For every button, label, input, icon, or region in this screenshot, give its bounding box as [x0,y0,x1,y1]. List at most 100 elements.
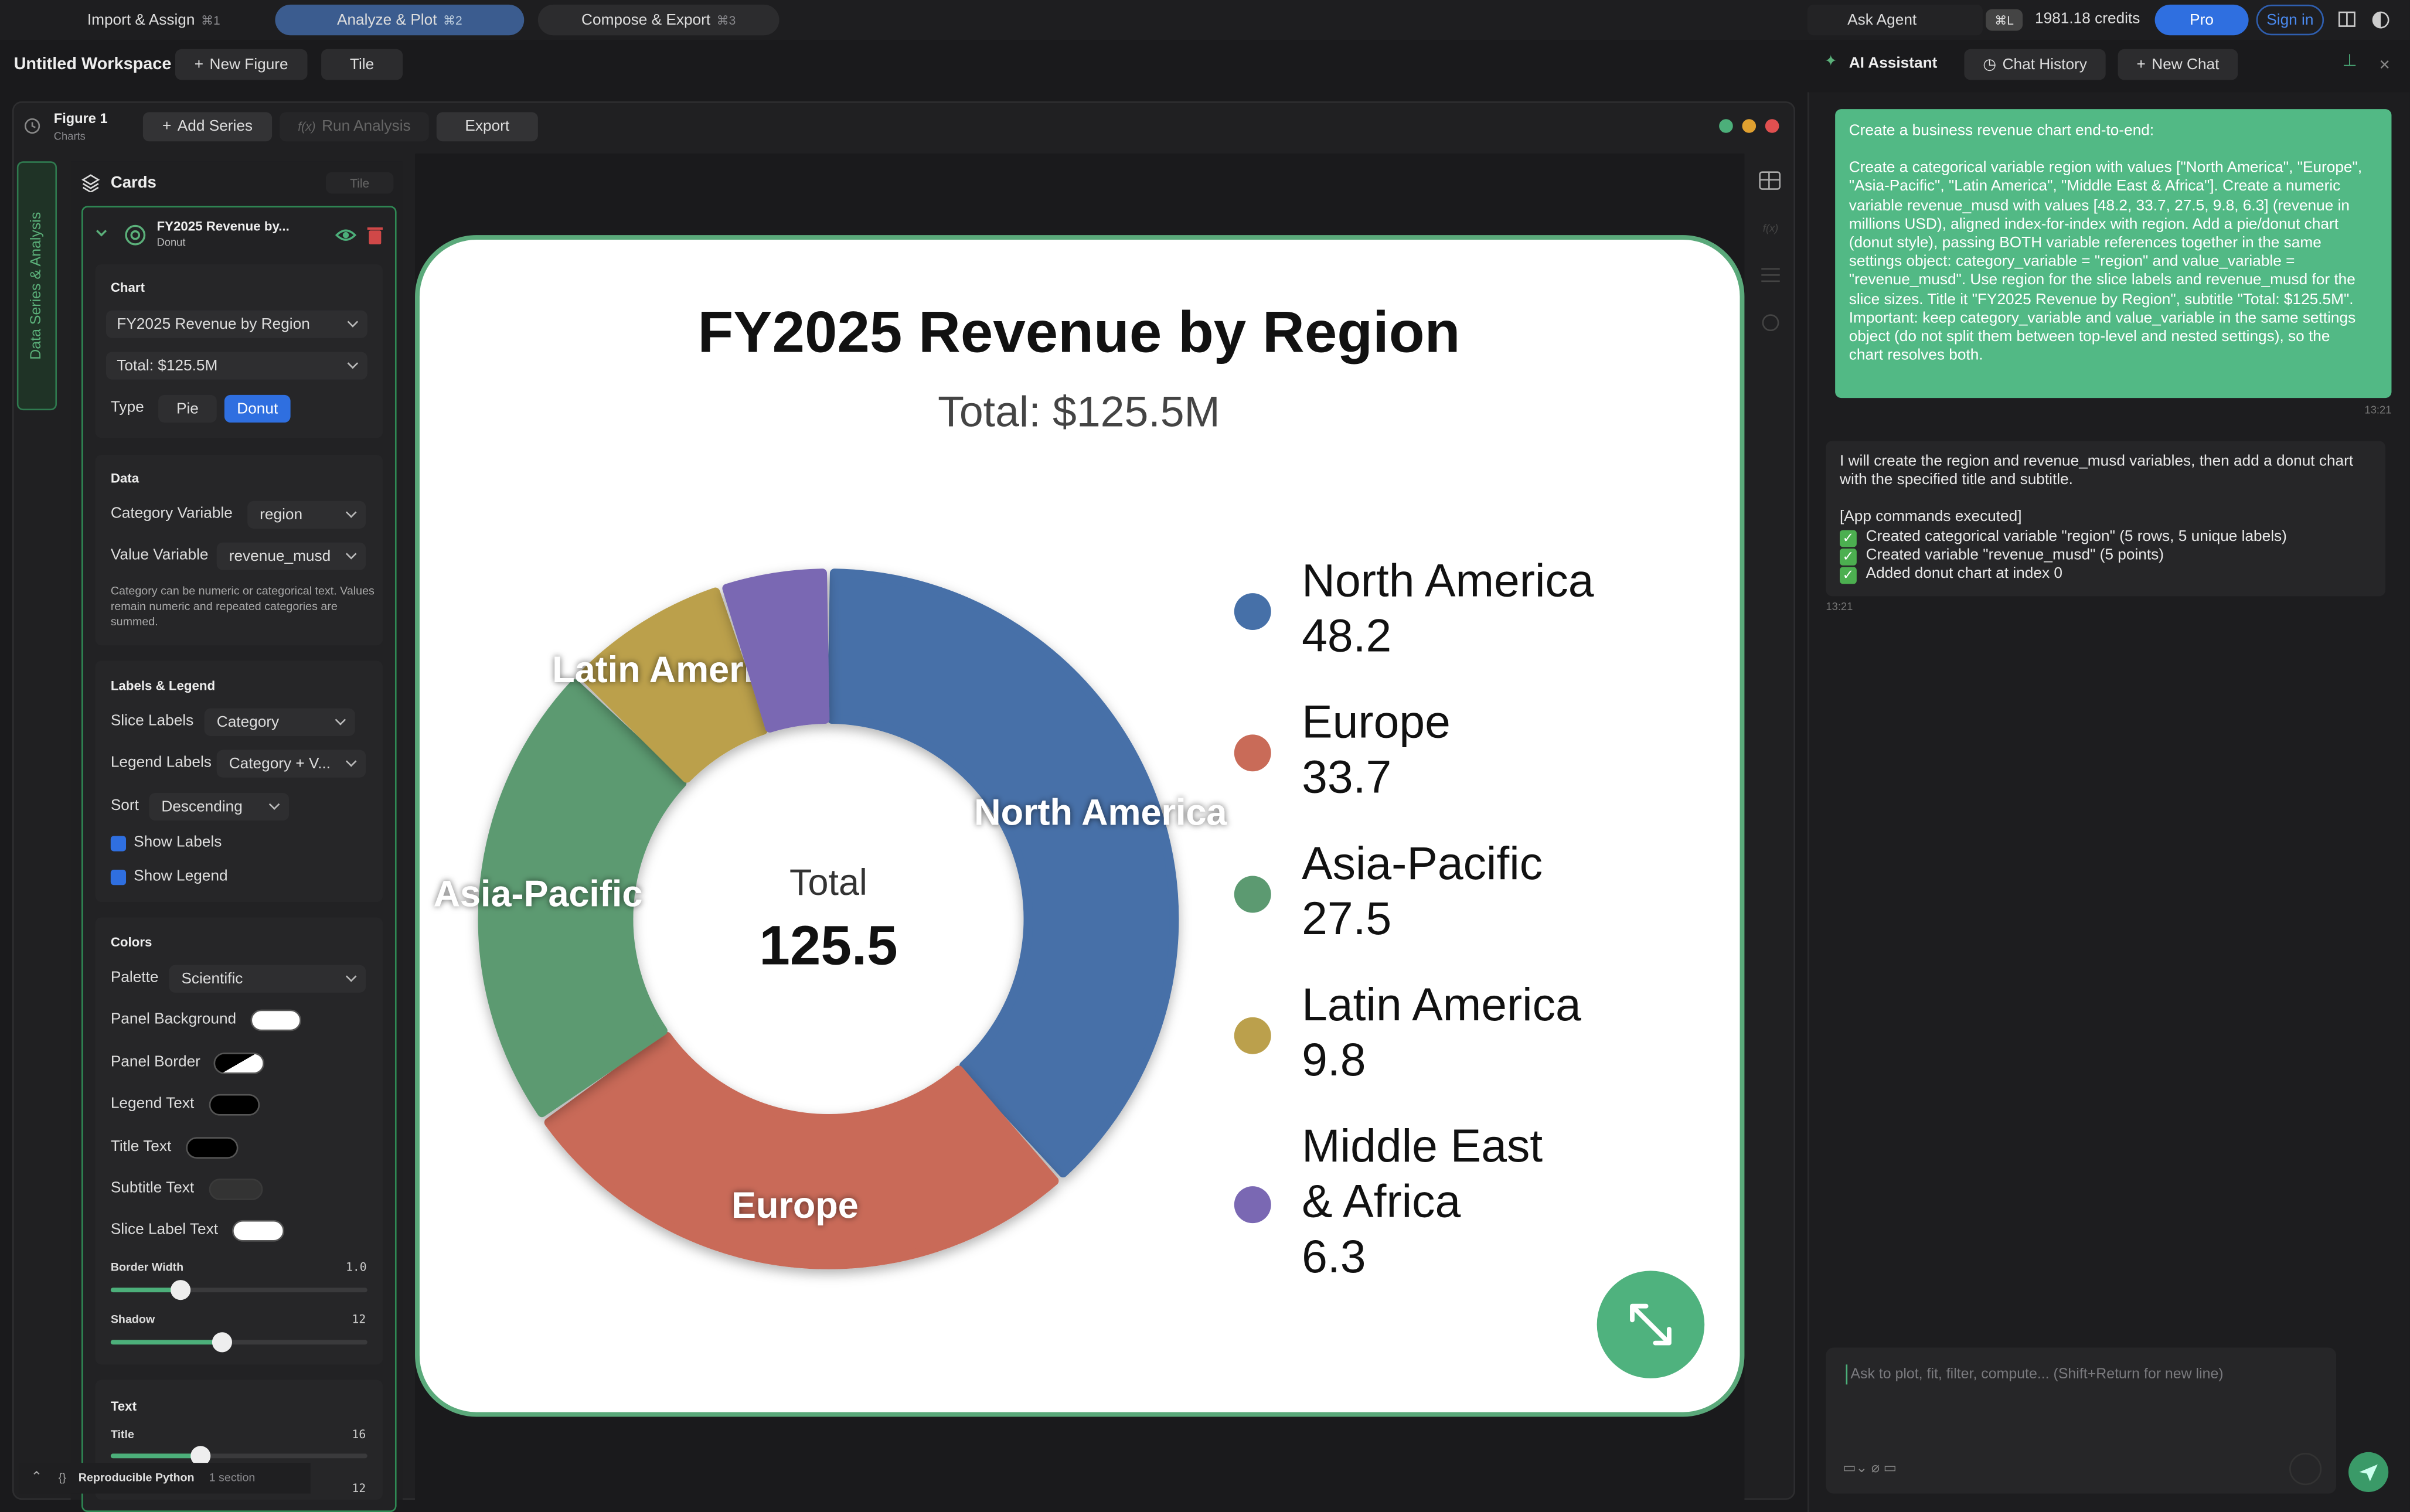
agent-shortcut: ⌘L [1986,9,2023,31]
ask-agent[interactable]: Ask Agent [1807,4,1983,36]
legend-marker [1234,876,1271,913]
card-icons [96,224,146,246]
close-icon[interactable]: × [2379,53,2390,76]
slider-knob[interactable] [190,1446,211,1466]
sign-in[interactable]: Sign in [2256,4,2324,36]
slider-label: Title [110,1427,134,1442]
slider-knob[interactable] [171,1280,191,1300]
field-label: Slice Labels [110,713,194,730]
chart: FY2025 Revenue by Region Total: $125.5M … [434,300,1594,1282]
slider-knob[interactable] [212,1332,232,1353]
figure-name: Figure 1 [53,110,108,127]
button-label: Export [465,118,510,135]
tool-strip[interactable]: f(x) [1748,154,1794,353]
slider-track[interactable] [110,1332,367,1353]
add-series-button[interactable]: + Add Series [142,112,273,142]
legend-label: Middle East & Africa [1302,1120,1543,1227]
chat-history-button[interactable]: ◷ Chat History [1964,49,2106,80]
color-swatch[interactable] [232,1220,285,1242]
caret [1846,1364,1848,1385]
card-kind: Donut [156,238,186,249]
path [31,122,36,128]
figure-kind: Charts [53,132,86,143]
new-figure-button[interactable]: + New Figure [175,49,308,80]
type-pie[interactable]: Pie [158,394,217,423]
tab-shortcut: ⌘1 [200,13,220,27]
donut-slice [722,568,830,733]
tab-analyze[interactable]: Analyze & Plot ⌘2 [275,4,525,36]
reply-item-text: Created variable "revenue_musd" (5 point… [1866,546,2164,564]
show-labels-checkbox[interactable] [110,836,127,852]
legend-label: Latin America [1302,979,1581,1030]
legend-line: & Africa [1302,1175,1461,1227]
palette-select[interactable]: Scientific [169,965,366,993]
category-select[interactable]: region [247,500,366,529]
tab-import[interactable]: Import & Assign ⌘1 [46,5,261,35]
window-controls[interactable] [1715,117,1783,135]
labels-section [95,660,383,903]
color-swatch[interactable] [209,1179,263,1200]
path [1630,1303,1672,1346]
show-legend-checkbox[interactable] [110,870,127,886]
field-label: Category Variable [110,505,233,523]
slice-labels-select[interactable]: Category [204,708,355,736]
footer-label: Reproducible Python [78,1470,195,1484]
slider-track[interactable] [110,1446,367,1466]
footer-chevron[interactable]: ⌃ [30,1469,43,1484]
slice-label: Asia-Pacific [434,874,643,915]
span: + [194,56,204,73]
card-actions[interactable] [335,224,387,246]
field-label: Subtitle Text [110,1180,195,1197]
chat-input[interactable] [1826,1347,2337,1494]
path [96,230,107,237]
top-icons[interactable] [2336,9,2404,31]
circle [342,231,349,239]
field-label: Legend Labels [110,754,212,772]
legend-marker [1234,1186,1271,1224]
reply-item-text: Created categorical variable "region" (5… [1866,527,2287,545]
slider-value: 12 [352,1312,366,1326]
legend-marker [1234,1017,1271,1054]
ask-agent-label: Ask Agent [1847,11,1917,29]
expand-button[interactable] [1595,1269,1706,1380]
plan-badge[interactable]: Pro [2154,4,2249,36]
color-swatch[interactable] [209,1094,260,1116]
donut-slice [478,679,687,1118]
value-select[interactable]: revenue_musd [216,542,366,570]
footer-bar[interactable] [18,1463,311,1494]
span: ✓ [1840,567,1857,584]
tab-compose[interactable]: Compose & Export ⌘3 [537,4,779,36]
cards-tile[interactable]: Tile [325,172,394,194]
button-label: New Figure [209,56,288,73]
card-title: FY2025 Revenue by... [156,218,290,234]
color-swatch[interactable] [186,1137,239,1159]
message-paragraph: Create a business revenue chart end-to-e… [1849,122,2154,140]
side-tab-label: Data Series & Analysis [28,212,45,360]
span: + [162,118,172,135]
send-controls[interactable] [2287,1452,2391,1495]
circle [1719,119,1733,133]
input-tools[interactable]: ▭⌄ ⌀ ▭ [1843,1459,1897,1476]
title-input[interactable]: FY2025 Revenue by Region [105,310,367,338]
subtitle-input[interactable]: Total: $125.5M [105,352,367,380]
circle [2289,1453,2322,1486]
span: + [2136,56,2146,73]
type-donut[interactable]: Donut [224,394,291,423]
field-label: Panel Border [110,1054,200,1071]
span: ✓ [1840,548,1857,566]
new-chat-button[interactable]: + New Chat [2118,49,2238,80]
legend-labels-select[interactable]: Category + V... [216,750,366,778]
button-label: Donut [237,400,278,417]
export-button[interactable]: Export [436,112,538,142]
slider-track[interactable] [110,1280,367,1300]
side-tab[interactable] [16,161,57,411]
pin-icon[interactable]: ⊥ [2342,52,2357,71]
circle [1762,314,1779,332]
color-swatch[interactable] [250,1009,301,1031]
sort-select[interactable]: Descending [149,792,290,821]
run-analysis-button[interactable]: f(x) Run Analysis [280,112,429,142]
path [335,229,357,241]
color-swatch[interactable] [213,1053,265,1074]
hint: Category can be numeric or categorical t… [110,584,375,629]
tile-button[interactable]: Tile [321,49,403,80]
